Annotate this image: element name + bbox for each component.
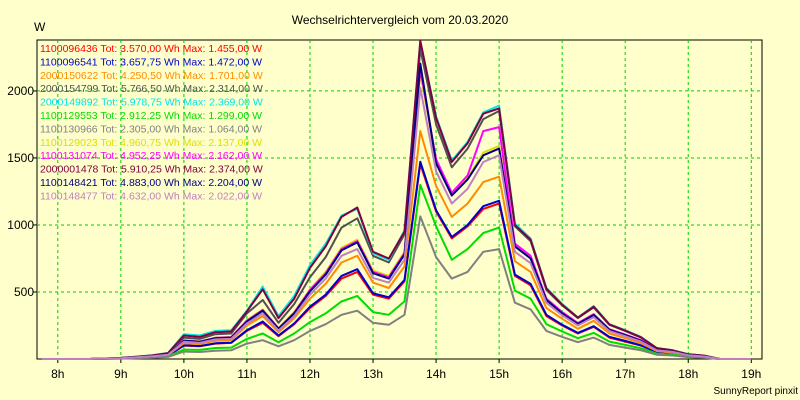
axis-ticks: 8h 9h 10h 11h 12h 13h 14h 15h 16h 17h 18h 19h 500 100… <box>7 84 761 381</box>
x-tick-label: 15h <box>489 367 509 381</box>
legend-item-1100148477: 1100148477 Tot: 4.632,00 Wh Max: 2.022,0… <box>40 190 262 202</box>
x-tick-label: 18h <box>678 367 698 381</box>
x-tick-label: 14h <box>426 367 446 381</box>
x-tick-label: 17h <box>615 367 635 381</box>
legend-item-2000150622: 2000150622 Tot: 4.250,50 Wh Max: 1.701,0… <box>40 70 263 82</box>
series-line-1100148477 <box>42 87 752 360</box>
legend-item-1100131074: 1100131074 Tot: 4.952,25 Wh Max: 2.162,0… <box>40 150 262 162</box>
chart-title: Wechselrichtervergleich vom 20.03.2020 <box>292 13 509 27</box>
legend-item-2000001478: 2000001478 Tot: 5.910,25 Wh Max: 2.374,0… <box>40 164 263 176</box>
credit-label: SunnyReport pinxit <box>714 386 799 397</box>
y-tick-label: 1000 <box>7 218 34 232</box>
legend-item-1100096541: 1100096541 Tot: 3.657,75 Wh Max: 1.472,0… <box>40 56 262 68</box>
x-tick-label: 13h <box>363 367 383 381</box>
legend-item-1100148421: 1100148421 Tot: 4.883,00 Wh Max: 2.204,0… <box>40 177 262 189</box>
legend-item-1100096436: 1100096436 Tot: 3.570,00 Wh Max: 1.455,0… <box>40 43 262 55</box>
series-line-1100130966 <box>42 215 752 360</box>
y-axis-label: W <box>34 20 46 34</box>
x-tick-label: 12h <box>300 367 320 381</box>
y-tick-label: 2000 <box>7 84 34 98</box>
series-lines <box>42 39 752 360</box>
legend-item-2000149892: 2000149892 Tot: 5.978,75 Wh Max: 2.369,0… <box>40 97 263 109</box>
x-tick-label: 16h <box>552 367 572 381</box>
y-tick-label: 500 <box>14 285 34 299</box>
x-tick-label: 10h <box>174 367 194 381</box>
x-tick-label: 19h <box>741 367 761 381</box>
legend: 1100096436 Tot: 3.570,00 Wh Max: 1.455,0… <box>40 43 263 202</box>
x-tick-label: 9h <box>114 367 127 381</box>
legend-item-1100129023: 1100129023 Tot: 4.960,75 Wh Max: 2.137,0… <box>40 137 262 149</box>
x-tick-label: 11h <box>237 367 256 381</box>
x-tick-label: 8h <box>51 367 64 381</box>
legend-item-1100130966: 1100130966 Tot: 2.305,00 Wh Max: 1.064,0… <box>40 123 262 135</box>
legend-item-2000154799: 2000154799 Tot: 5.766,50 Wh Max: 2.314,0… <box>40 83 263 95</box>
y-tick-label: 1500 <box>7 151 34 165</box>
legend-item-1100129553: 1100129553 Tot: 2.912,25 Wh Max: 1.299,0… <box>40 110 262 122</box>
